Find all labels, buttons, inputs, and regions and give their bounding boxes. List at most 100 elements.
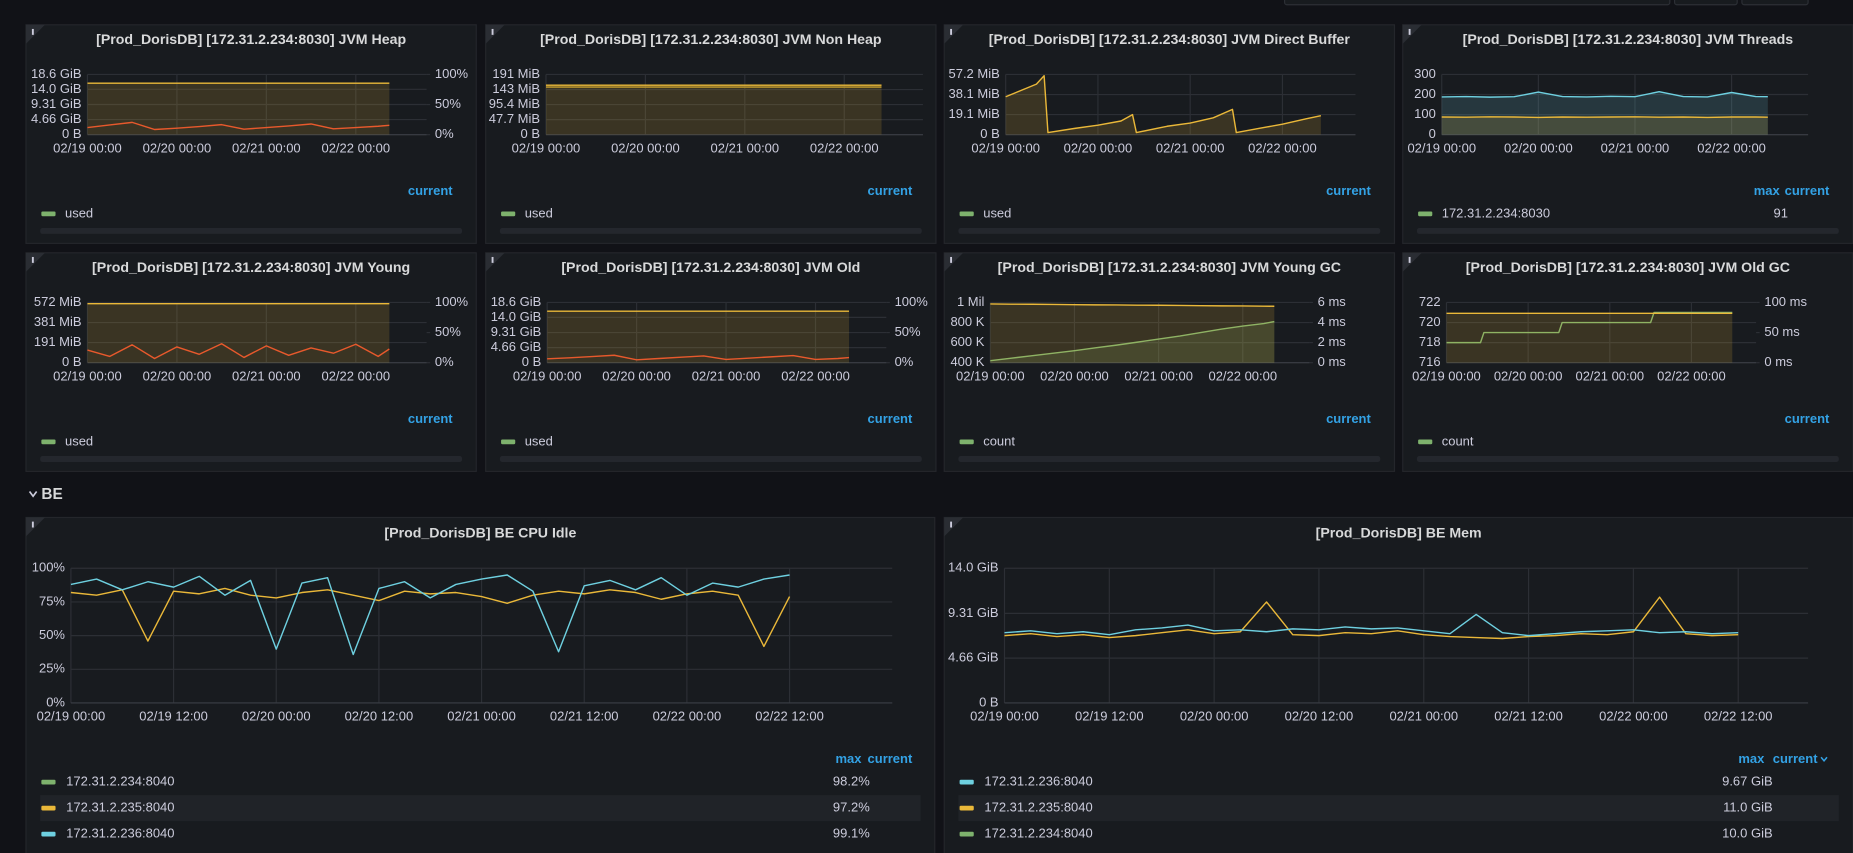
y2-tick-label: 100% xyxy=(435,294,469,309)
legend-column-header[interactable]: current xyxy=(1773,751,1818,766)
legend-name[interactable]: 172.31.2.235:8040 xyxy=(984,800,1092,815)
panel: [Prod_DorisDB] [172.31.2.234:8030] JVM T… xyxy=(1402,24,1853,244)
info-corner[interactable] xyxy=(25,252,45,272)
info-corner[interactable] xyxy=(1402,24,1422,44)
info-corner[interactable] xyxy=(25,24,45,44)
legend-column-header[interactable]: current xyxy=(1785,183,1830,198)
y2-tick-label: 0% xyxy=(435,354,454,369)
legend-value: 99.1% xyxy=(833,826,870,841)
legend-name[interactable]: 172.31.2.234:8040 xyxy=(66,774,174,789)
legend-name[interactable]: used xyxy=(65,205,93,220)
legend-column-header[interactable]: max xyxy=(1754,183,1781,198)
sort-chevron[interactable] xyxy=(1820,756,1828,763)
x-tick-label: 02/22 00:00 xyxy=(321,140,390,155)
info-icon xyxy=(950,521,953,528)
series-line xyxy=(87,343,390,360)
x-tick-label: 02/20 00:00 xyxy=(1180,709,1249,724)
series-area xyxy=(1446,313,1733,363)
x-tick-label: 02/22 00:00 xyxy=(810,140,879,155)
legend-scrollbar xyxy=(958,228,1381,234)
y-tick-label: 4.66 GiB xyxy=(491,339,542,354)
y-tick-label: 720 xyxy=(1419,314,1441,329)
row-title[interactable]: BE xyxy=(41,486,62,503)
legend-column-header[interactable]: current xyxy=(1785,411,1830,426)
series-line xyxy=(70,587,791,648)
toolbar-field[interactable] xyxy=(1283,0,1671,6)
legend-name[interactable]: 172.31.2.235:8040 xyxy=(66,800,174,815)
x-tick-label: 02/19 00:00 xyxy=(970,709,1039,724)
legend-name[interactable]: 172.31.2.236:8040 xyxy=(66,826,174,841)
y-tick-label: 1 Mil xyxy=(957,294,985,309)
legend-column-header[interactable]: max xyxy=(1738,751,1765,766)
info-corner[interactable] xyxy=(944,517,964,537)
info-corner[interactable] xyxy=(1402,252,1422,272)
x-tick-label: 02/21 00:00 xyxy=(232,140,301,155)
y2-tick-label: 6 ms xyxy=(1318,294,1347,309)
legend-column-header[interactable]: current xyxy=(868,183,913,198)
legend-name[interactable]: 172.31.2.236:8040 xyxy=(984,774,1092,789)
y-tick-label: 0 B xyxy=(522,354,542,369)
legend-column-header[interactable]: current xyxy=(868,411,913,426)
y-tick-label: 95.4 MiB xyxy=(489,96,540,111)
legend-column-header[interactable]: current xyxy=(408,411,453,426)
legend-column-header[interactable]: current xyxy=(868,751,913,766)
y-tick-label: 600 K xyxy=(950,334,984,349)
legend-name[interactable]: 172.31.2.234:8040 xyxy=(984,826,1092,841)
legend-column-header[interactable]: current xyxy=(1326,411,1371,426)
y2-tick-label: 50% xyxy=(895,324,921,339)
info-corner[interactable] xyxy=(25,517,45,537)
legend-marker xyxy=(41,779,56,785)
y-tick-label: 38.1 MiB xyxy=(949,86,1000,101)
panel: [Prod_DorisDB] [172.31.2.234:8030] JVM Y… xyxy=(25,252,477,472)
x-tick-label: 02/22 00:00 xyxy=(1208,368,1277,383)
x-tick-label: 02/22 00:00 xyxy=(321,368,390,383)
info-corner[interactable] xyxy=(485,252,505,272)
panel: [Prod_DorisDB] [172.31.2.234:8030] JVM D… xyxy=(943,24,1396,244)
x-tick-label: 02/20 00:00 xyxy=(242,709,311,724)
panel: [Prod_DorisDB] [172.31.2.234:8030] JVM Y… xyxy=(943,252,1396,472)
y-tick-label: 0 xyxy=(1429,126,1436,141)
info-corner[interactable] xyxy=(944,24,964,44)
legend-name[interactable]: used xyxy=(65,433,93,448)
x-tick-label: 02/21 00:00 xyxy=(1156,140,1225,155)
y-tick-label: 9.31 GiB xyxy=(31,96,82,111)
info-icon xyxy=(1408,256,1411,263)
legend-column-header[interactable]: current xyxy=(408,183,453,198)
legend-scrollbar xyxy=(499,228,922,234)
legend-column-header[interactable]: max xyxy=(835,751,862,766)
legend-marker xyxy=(1418,211,1433,217)
legend-name[interactable]: count xyxy=(983,433,1015,448)
info-icon xyxy=(31,256,34,263)
toolbar-button[interactable] xyxy=(1741,0,1809,6)
legend-name[interactable]: count xyxy=(1442,433,1474,448)
x-tick-label: 02/20 12:00 xyxy=(345,709,414,724)
panel: [Prod_DorisDB] BE Mem 0 B 4.66 GiB 9.31 GiB… xyxy=(943,516,1853,853)
legend-column-header[interactable]: current xyxy=(1326,183,1371,198)
panel-title: [Prod_DorisDB] [172.31.2.234:8030] JVM O… xyxy=(561,260,860,276)
y2-tick-label: 0 ms xyxy=(1318,354,1347,369)
legend-name[interactable]: 172.31.2.234:8030 xyxy=(1442,205,1550,220)
legend-value: 97.2% xyxy=(833,800,870,815)
x-tick-label: 02/22 00:00 xyxy=(1697,140,1766,155)
legend-name[interactable]: used xyxy=(525,205,553,220)
x-tick-label: 02/21 00:00 xyxy=(232,368,301,383)
row-chevron[interactable] xyxy=(28,490,38,498)
info-corner[interactable] xyxy=(944,252,964,272)
x-tick-label: 02/20 00:00 xyxy=(143,368,212,383)
info-icon xyxy=(950,28,953,35)
panel-title: [Prod_DorisDB] BE Mem xyxy=(1316,526,1482,542)
info-corner[interactable] xyxy=(485,24,505,44)
series-area xyxy=(87,83,390,135)
legend-name[interactable]: used xyxy=(525,433,553,448)
x-tick-label: 02/21 00:00 xyxy=(1601,140,1670,155)
legend-marker xyxy=(41,439,56,445)
legend-value: 9.67 GiB xyxy=(1722,774,1773,789)
y-tick-label: 50% xyxy=(39,627,65,642)
legend-name[interactable]: used xyxy=(983,205,1011,220)
legend-marker xyxy=(959,211,974,217)
toolbar-button[interactable] xyxy=(1673,0,1738,6)
y2-tick-label: 100 ms xyxy=(1764,294,1807,309)
y-tick-label: 722 xyxy=(1419,294,1441,309)
legend-row-shade xyxy=(40,795,921,822)
panel: [Prod_DorisDB] [172.31.2.234:8030] JVM N… xyxy=(485,24,937,244)
